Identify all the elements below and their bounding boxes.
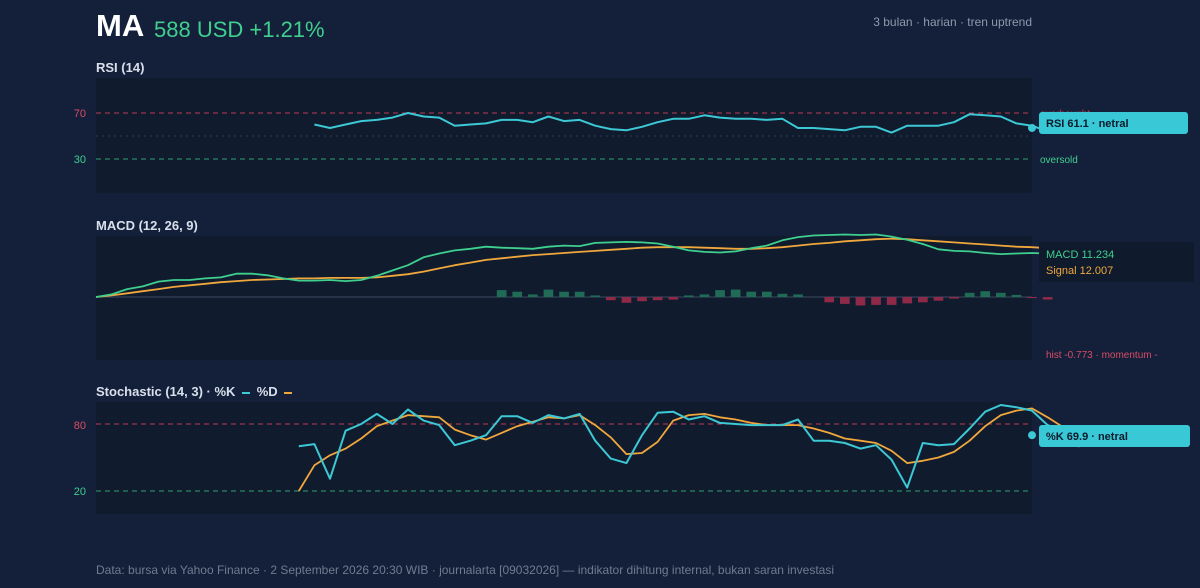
histogram-bar: [793, 294, 803, 297]
histogram-bar: [496, 290, 507, 297]
histogram-bar: [574, 291, 585, 297]
rsi-panel-title: RSI (14): [96, 60, 145, 75]
footer-note: Data: bursa via Yahoo Finance · 2 Septem…: [96, 563, 834, 577]
histogram-bar: [699, 294, 710, 297]
ticker-symbol: MA: [96, 8, 145, 43]
histogram-bar: [652, 297, 663, 301]
histogram-bar: [668, 297, 679, 300]
histogram-bar: [840, 297, 850, 304]
chart-subtitle: 3 bulan · harian · tren uptrend: [873, 15, 1032, 29]
stoch-badge-text: %K 69.9 · netral: [1046, 431, 1128, 443]
d-legend-swatch: [284, 391, 293, 394]
histogram-bar: [590, 295, 601, 297]
stoch-tick-80: 80: [74, 420, 86, 432]
macd-value-box: [1039, 242, 1194, 282]
histogram-bar: [621, 297, 632, 303]
macd-panel-title: MACD (12, 26, 9): [96, 218, 198, 233]
rsi-tick-70: 70: [74, 108, 86, 120]
histogram-bar: [1011, 294, 1022, 297]
signal-line: [95, 237, 1189, 298]
stoch-panel-bg: [96, 402, 1032, 514]
histogram-bar: [1027, 297, 1037, 299]
histogram-bar: [886, 297, 897, 305]
histogram-bar: [933, 297, 944, 301]
histogram-bar: [730, 289, 741, 297]
stoch-title-text: Stochastic (14, 3) · %K: [96, 384, 236, 399]
stoch-k-line: [298, 404, 1095, 489]
stoch-badge: [1039, 425, 1190, 447]
macd-plot: [95, 233, 1189, 306]
price-change: 588 USD +1.21%: [154, 17, 325, 42]
oversold-label: oversold: [1040, 155, 1078, 166]
histogram-bar: [606, 297, 616, 301]
histogram-bar: [918, 297, 928, 303]
rsi-last-point: [1028, 123, 1036, 132]
histogram-bar: [559, 291, 569, 297]
macd-line: [95, 233, 1189, 298]
stoch-last-point: [1028, 431, 1036, 440]
rsi-plot: [96, 112, 1064, 160]
k-legend-swatch: [242, 391, 251, 394]
stoch-panel-title: Stochastic (14, 3) · %K %D: [96, 384, 295, 399]
histogram-bar: [1042, 297, 1053, 300]
histogram-bar: [980, 291, 991, 297]
histogram-bar: [762, 291, 772, 297]
histogram-bar: [855, 297, 866, 306]
histogram-bar: [684, 295, 694, 297]
signal-value: Signal 12.007: [1046, 265, 1113, 277]
histogram-bar: [824, 297, 835, 303]
rsi-badge-text: RSI 61.1 · netral: [1046, 118, 1129, 130]
histogram-bar: [746, 291, 757, 297]
hist-value: hist -0.773 · momentum -: [1046, 350, 1158, 361]
histogram-bar: [777, 293, 788, 297]
histogram-bar: [715, 290, 725, 297]
stoch-tick-20: 20: [74, 486, 86, 498]
histogram-bar: [512, 291, 523, 297]
histogram-bar: [637, 297, 647, 302]
stoch-d-line: [298, 407, 1095, 492]
rsi-badge: [1039, 112, 1188, 134]
histogram-bar: [949, 297, 959, 299]
rsi-tick-30: 30: [74, 154, 86, 166]
histogram-bar: [902, 297, 913, 304]
stoch-d-label: %D: [256, 384, 278, 399]
histogram-bar: [996, 292, 1006, 297]
histogram-bar: [964, 292, 975, 297]
histogram-bar: [871, 297, 881, 305]
stoch-plot: [96, 404, 1095, 492]
histogram-bar: [528, 294, 538, 297]
rsi-line: [314, 112, 1064, 134]
macd-value: MACD 11.234: [1046, 249, 1114, 261]
histogram-bar: [543, 289, 554, 297]
